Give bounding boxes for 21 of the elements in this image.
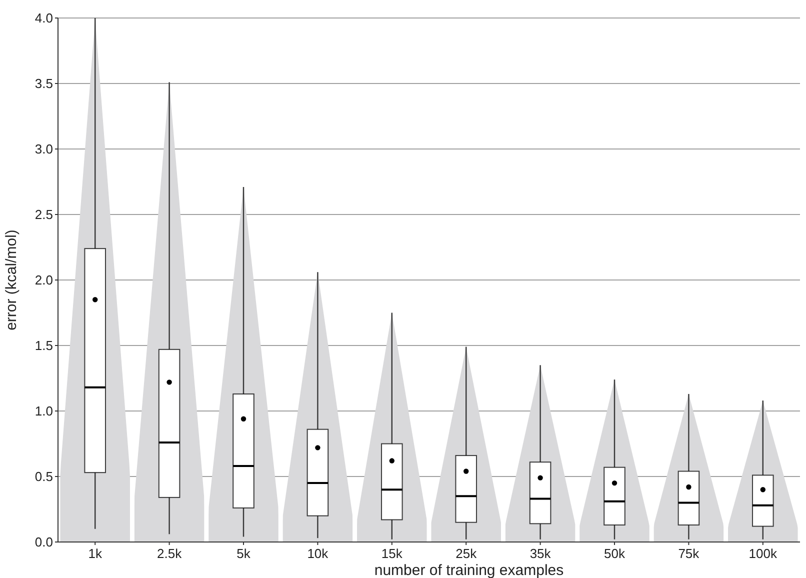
y-tick-label: 3.5: [34, 76, 53, 92]
x-tick-label: 50k: [604, 546, 626, 561]
y-axis-title: error (kcal/mol): [3, 230, 20, 330]
x-tick-label: 2.5k: [157, 546, 182, 561]
y-tick-label: 0.5: [34, 469, 53, 484]
x-axis-title: number of training examples: [374, 562, 564, 578]
x-tick-label: 75k: [678, 546, 700, 561]
y-tick-label: 2.0: [34, 272, 53, 288]
x-tick-label: 15k: [381, 546, 403, 561]
x-tick-label: 10k: [307, 546, 329, 561]
y-tick-label: 1.5: [34, 338, 53, 354]
y-tick-label: 0.0: [34, 534, 53, 550]
x-tick-label: 35k: [530, 546, 552, 561]
x-tick-label: 1k: [88, 546, 102, 561]
x-tick-label: 25k: [456, 546, 478, 561]
y-tick-label: 1.0: [34, 404, 53, 419]
x-tick-label: 100k: [748, 546, 778, 561]
y-tick-label: 4.0: [34, 10, 53, 26]
x-tick-label: 5k: [236, 546, 251, 561]
y-tick-label: 2.5: [34, 207, 53, 222]
y-tick-label: 3.0: [34, 142, 53, 157]
